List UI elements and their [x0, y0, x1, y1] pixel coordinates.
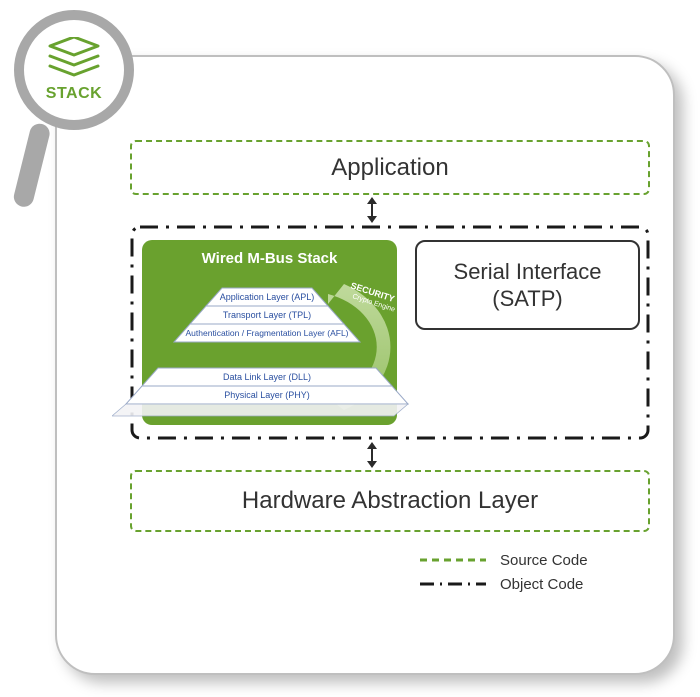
mbus-stack-title: Wired M-Bus Stack [142, 250, 397, 267]
protocol-pyramid: Application Layer (APL) Transport Layer … [112, 272, 422, 442]
pyramid-layer-3: Data Link Layer (DLL) [142, 368, 392, 386]
hal-label: Hardware Abstraction Layer [242, 487, 538, 515]
pyramid-layer-4: Physical Layer (PHY) [126, 386, 408, 404]
legend-object-swatch [420, 576, 486, 592]
hal-box: Hardware Abstraction Layer [130, 470, 650, 532]
layer-label-2: Authentication / Fragmentation Layer (AF… [186, 328, 349, 338]
layer-label-0: Application Layer (APL) [220, 292, 315, 302]
legend-source-swatch [420, 552, 486, 568]
diagram-canvas: Application Wired M-Bus Stack [0, 0, 700, 697]
legend-source-label: Source Code [500, 552, 588, 569]
serial-line2: (SATP) [492, 285, 562, 313]
stack-icon [46, 37, 102, 83]
application-label: Application [331, 154, 448, 182]
layer-label-1: Transport Layer (TPL) [223, 310, 311, 320]
pyramid-layer-1: Transport Layer (TPL) [190, 306, 344, 324]
arrow-app-to-middle [362, 197, 382, 223]
layer-label-4: Physical Layer (PHY) [224, 390, 310, 400]
serial-line1: Serial Interface [454, 258, 602, 286]
legend-source: Source Code [420, 548, 665, 572]
application-box: Application [130, 140, 650, 195]
badge-inner: STACK [32, 28, 116, 112]
stack-badge: STACK [4, 4, 154, 154]
legend-object-label: Object Code [500, 576, 583, 593]
magnifier-handle [12, 122, 52, 209]
layer-label-3: Data Link Layer (DLL) [223, 372, 311, 382]
pyramid-base-shadow [112, 404, 408, 416]
legend-object: Object Code [420, 572, 665, 596]
pyramid-layer-2: Authentication / Fragmentation Layer (AF… [174, 324, 360, 342]
badge-label: STACK [46, 85, 102, 103]
serial-interface-box: Serial Interface (SATP) [415, 240, 640, 330]
pyramid-layer-0: Application Layer (APL) [206, 288, 328, 306]
arrow-middle-to-hal [362, 442, 382, 468]
legend: Source Code Object Code [420, 548, 665, 596]
